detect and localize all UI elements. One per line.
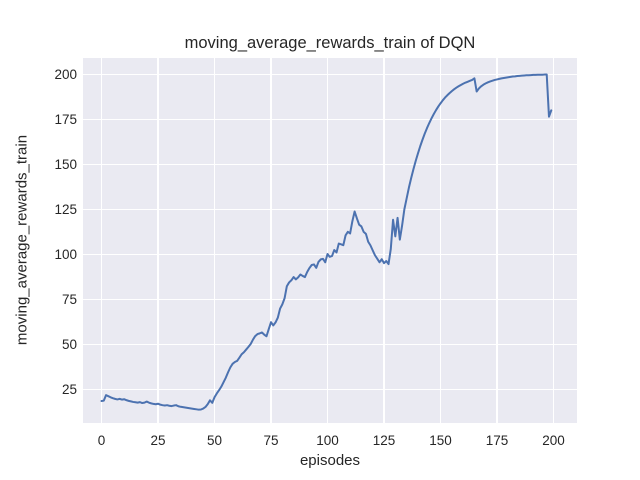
y-tick-label: 100 [54, 246, 77, 262]
plot-area [83, 58, 577, 423]
x-gridline [157, 58, 159, 423]
x-tick-label: 125 [372, 433, 396, 448]
y-tick-label: 75 [61, 291, 77, 307]
x-gridline [326, 58, 329, 423]
y-gridline [83, 163, 577, 166]
y-gridline [83, 298, 577, 301]
x-gridline [552, 58, 555, 423]
y-tick-label: 50 [61, 336, 77, 352]
x-gridline [213, 58, 216, 423]
x-gridline [383, 58, 385, 423]
x-gridline [439, 58, 442, 423]
chart-title: moving_average_rewards_train of DQN [184, 34, 476, 52]
x-tick-label: 25 [150, 433, 166, 448]
x-gridline [496, 58, 498, 423]
x-tick-label: 100 [316, 433, 339, 448]
x-tick-label: 150 [429, 433, 452, 448]
y-gridline [83, 208, 577, 211]
y-tick-label: 200 [54, 66, 77, 82]
y-gridline [83, 118, 577, 121]
x-tick-label: 75 [263, 433, 279, 448]
x-gridline [270, 58, 272, 423]
x-tick-label: 200 [542, 433, 565, 448]
y-axis-label: moving_average_rewards_train [13, 134, 31, 346]
x-tick-label: 50 [207, 433, 223, 448]
x-axis-label: episodes [299, 452, 361, 469]
x-gridline [100, 58, 103, 423]
x-tick-label: 175 [485, 433, 509, 448]
x-tick-label: 0 [97, 433, 106, 448]
y-tick-label: 125 [54, 201, 77, 217]
y-tick-label: 25 [61, 381, 77, 397]
y-gridline [83, 253, 577, 256]
y-gridline [83, 73, 577, 76]
y-tick-label: 150 [54, 156, 77, 172]
y-tick-label: 175 [54, 111, 77, 127]
y-gridline [83, 343, 577, 346]
series-line-moving_average_rewards_train [100, 73, 553, 411]
y-gridline [83, 388, 577, 391]
line-chart-svg [100, 73, 553, 411]
